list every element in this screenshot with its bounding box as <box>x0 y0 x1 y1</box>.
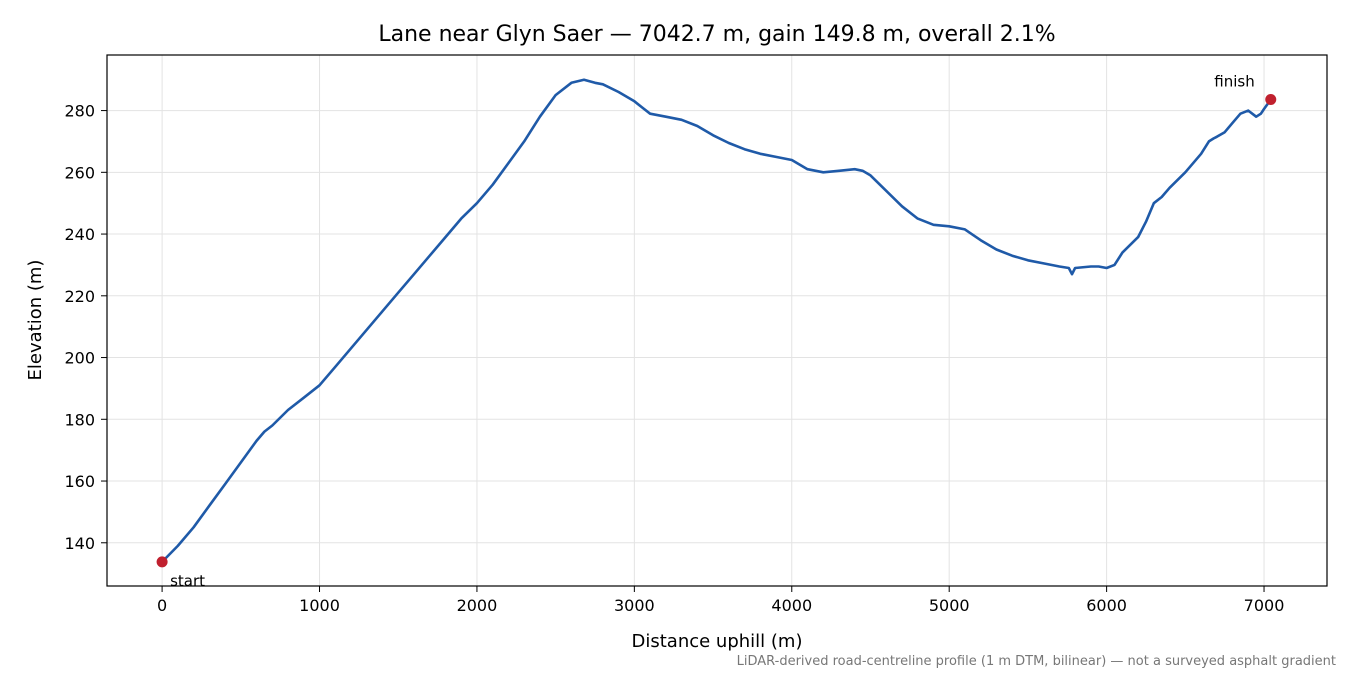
marker-start <box>156 556 168 568</box>
annotation-start: start <box>170 572 205 590</box>
y-tick-label: 160 <box>64 472 95 491</box>
y-axis-ticks: 140 160 180 200 220 240 260 280 <box>64 102 107 553</box>
marker-finish <box>1265 93 1277 105</box>
grid <box>107 55 1327 586</box>
y-tick-label: 220 <box>64 287 95 306</box>
x-tick-label: 2000 <box>457 596 498 615</box>
y-tick-label: 280 <box>64 102 95 121</box>
y-tick-label: 200 <box>64 349 95 368</box>
x-tick-label: 4000 <box>771 596 812 615</box>
y-tick-label: 240 <box>64 225 95 244</box>
elevation-series-line <box>160 78 1273 564</box>
y-axis-label: Elevation (m) <box>25 260 46 381</box>
x-tick-label: 6000 <box>1086 596 1127 615</box>
x-tick-label: 3000 <box>614 596 655 615</box>
x-tick-label: 1000 <box>299 596 340 615</box>
annotation-finish: finish <box>1214 72 1254 90</box>
footnote: LiDAR-derived road-centreline profile (1… <box>737 654 1336 669</box>
y-tick-label: 260 <box>64 163 95 182</box>
x-axis-label: Distance uphill (m) <box>632 631 803 652</box>
x-axis-ticks: 0 1000 2000 3000 4000 5000 6000 7000 <box>157 586 1284 615</box>
x-tick-label: 0 <box>157 596 167 615</box>
chart-title: Lane near Glyn Saer — 7042.7 m, gain 149… <box>378 22 1055 47</box>
y-tick-label: 140 <box>64 534 95 553</box>
plot-frame <box>106 54 1328 587</box>
x-tick-label: 5000 <box>929 596 970 615</box>
endpoint-markers: start finish <box>156 72 1277 590</box>
x-tick-label: 7000 <box>1244 596 1285 615</box>
y-tick-label: 180 <box>64 410 95 429</box>
